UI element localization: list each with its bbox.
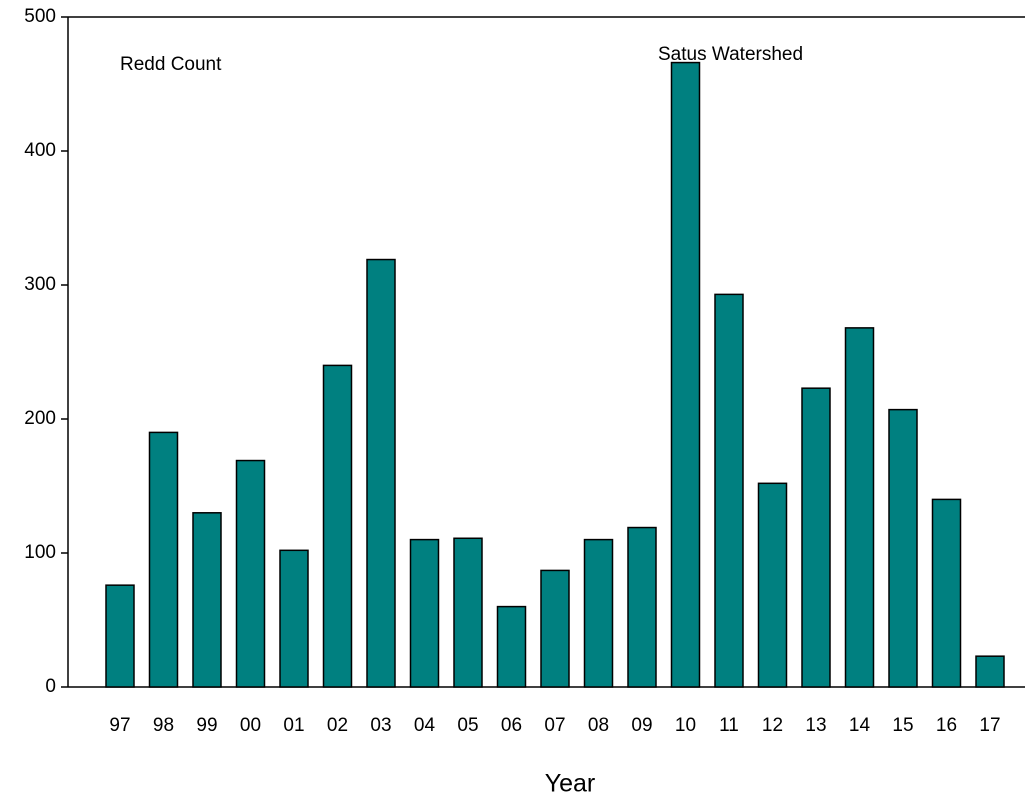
bar bbox=[540, 569, 570, 688]
x-axis-title: Year bbox=[545, 770, 596, 798]
bar bbox=[583, 538, 614, 688]
x-tick-label: 01 bbox=[283, 715, 304, 736]
x-tick-label: 14 bbox=[849, 715, 871, 736]
x-tick-label: 09 bbox=[631, 715, 652, 736]
bar bbox=[757, 482, 788, 688]
annotation: Satus Watershed bbox=[658, 44, 803, 65]
x-tick-label: 16 bbox=[936, 715, 957, 736]
bar bbox=[627, 526, 657, 688]
x-tick-label: 00 bbox=[240, 715, 261, 736]
bar bbox=[975, 655, 1005, 688]
bar bbox=[888, 408, 918, 688]
y-tick-label: 0 bbox=[45, 676, 56, 697]
x-tick-label: 05 bbox=[457, 715, 478, 736]
y-tick-label: 300 bbox=[24, 274, 56, 295]
x-tick-label: 10 bbox=[675, 715, 696, 736]
x-tick-label: 98 bbox=[153, 715, 174, 736]
y-tick-label: 100 bbox=[24, 542, 56, 563]
bar bbox=[409, 538, 440, 688]
bar bbox=[235, 459, 266, 688]
bar bbox=[931, 498, 962, 688]
x-tick-label: 17 bbox=[979, 715, 1000, 736]
x-tick-label: 07 bbox=[544, 715, 565, 736]
x-tick-label: 03 bbox=[370, 715, 391, 736]
x-tick-label: 02 bbox=[327, 715, 348, 736]
x-tick-label: 11 bbox=[719, 715, 739, 736]
y-tick-label: 500 bbox=[24, 6, 56, 27]
bar bbox=[714, 293, 744, 688]
bar bbox=[844, 327, 875, 688]
y-tick-label: 400 bbox=[24, 140, 56, 161]
bar bbox=[322, 364, 353, 688]
x-tick-label: 08 bbox=[588, 715, 609, 736]
bar bbox=[192, 512, 222, 688]
bar bbox=[105, 584, 135, 688]
bar bbox=[801, 387, 831, 688]
x-tick-label: 06 bbox=[501, 715, 522, 736]
x-tick-label: 99 bbox=[196, 715, 217, 736]
x-tick-label: 04 bbox=[414, 715, 436, 736]
y-tick-label: 200 bbox=[24, 408, 56, 429]
x-tick-label: 97 bbox=[109, 715, 130, 736]
bar bbox=[148, 431, 179, 688]
annotation: Redd Count bbox=[120, 54, 222, 75]
x-tick-label: 12 bbox=[762, 715, 783, 736]
bar bbox=[453, 537, 483, 688]
x-tick-label: 15 bbox=[892, 715, 913, 736]
x-tick-label: 13 bbox=[805, 715, 826, 736]
bar bbox=[366, 258, 396, 688]
bar bbox=[496, 605, 527, 688]
bar bbox=[670, 61, 701, 688]
bar bbox=[279, 549, 309, 688]
